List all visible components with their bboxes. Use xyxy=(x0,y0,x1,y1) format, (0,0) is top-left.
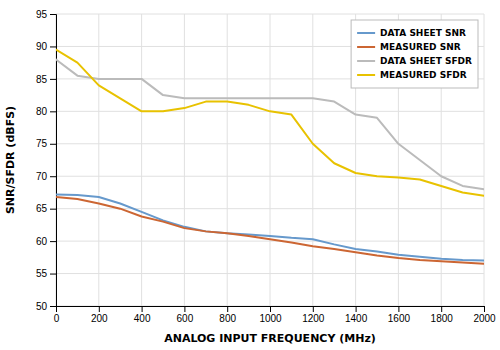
tick-mark xyxy=(50,306,56,307)
tick-mark xyxy=(313,306,314,312)
tick-mark xyxy=(398,306,399,312)
grid-line-x xyxy=(141,14,142,306)
tick: 1800 xyxy=(431,306,454,324)
tick: 60 xyxy=(36,236,56,247)
y-axis-title: SNR/SFDR (dBFS) xyxy=(4,106,17,214)
legend-label: MEASURED SFDR xyxy=(380,70,467,80)
tick-mark xyxy=(356,306,357,312)
grid xyxy=(56,14,484,306)
tick-mark xyxy=(50,79,56,80)
tick-mark xyxy=(50,209,56,210)
tick-label: 50 xyxy=(36,301,48,312)
tick-label: 800 xyxy=(219,313,236,324)
legend-swatch xyxy=(357,60,375,62)
tick-label: 70 xyxy=(36,171,48,182)
tick-mark xyxy=(184,306,185,312)
y-axis: 50 55 60 65 70 75 80 85 90 95 xyxy=(36,9,57,312)
tick-label: 80 xyxy=(36,106,48,117)
tick-label: 0 xyxy=(54,313,60,324)
tick: 200 xyxy=(91,306,108,324)
series-line xyxy=(56,59,484,189)
legend-label: DATA SHEET SFDR xyxy=(380,56,472,66)
tick-mark xyxy=(50,14,56,15)
legend-swatch xyxy=(357,46,375,48)
tick-label: 1600 xyxy=(388,313,411,324)
tick-mark xyxy=(270,306,271,312)
tick: 55 xyxy=(36,268,56,279)
tick: 95 xyxy=(36,9,56,20)
tick-label: 75 xyxy=(36,138,48,149)
legend-label: DATA SHEET SNR xyxy=(380,28,466,38)
tick-mark xyxy=(50,274,56,275)
tick-label: 90 xyxy=(36,41,48,52)
tick: 0 xyxy=(54,306,60,324)
tick: 70 xyxy=(36,171,56,182)
tick-mark xyxy=(484,306,485,312)
tick-label: 55 xyxy=(36,268,48,279)
tick-label: 1400 xyxy=(345,313,368,324)
x-axis: 0 200 400 600 800 1000 1200 1400 1600 1800 2000 xyxy=(54,306,496,324)
tick: 2000 xyxy=(473,306,496,324)
tick-mark xyxy=(50,241,56,242)
tick: 1400 xyxy=(345,306,368,324)
legend-swatch xyxy=(357,32,375,34)
grid-line-y xyxy=(56,273,484,274)
tick-mark xyxy=(50,46,56,47)
tick: 1200 xyxy=(302,306,325,324)
grid-line-y xyxy=(56,176,484,177)
tick: 400 xyxy=(134,306,151,324)
tick: 90 xyxy=(36,41,56,52)
tick: 600 xyxy=(177,306,194,324)
tick-mark xyxy=(142,306,143,312)
chart: 0200400600800100012001400160018002000505… xyxy=(0,0,500,350)
tick: 75 xyxy=(36,138,56,149)
legend: DATA SHEET SNR MEASURED SNR DATA SHEET SFD… xyxy=(351,20,478,88)
tick-mark xyxy=(50,111,56,112)
series-line xyxy=(56,197,484,264)
grid-line-x xyxy=(184,14,185,306)
tick-mark xyxy=(99,306,100,312)
tick-label: 65 xyxy=(36,203,48,214)
grid-line-y xyxy=(56,14,484,15)
legend-swatch xyxy=(357,74,375,76)
tick-label: 200 xyxy=(91,313,108,324)
tick: 50 xyxy=(36,301,56,312)
axis-domain xyxy=(57,307,485,313)
grid-line-x xyxy=(227,14,228,306)
grid-line-x xyxy=(312,14,313,306)
x-axis-title: ANALOG INPUT FREQUENCY (MHz) xyxy=(164,332,376,345)
tick-label: 1000 xyxy=(259,313,282,324)
tick: 80 xyxy=(36,106,56,117)
series-line xyxy=(56,50,484,196)
tick-mark xyxy=(441,306,442,312)
tick-label: 1800 xyxy=(431,313,454,324)
grid-line-x xyxy=(484,14,485,306)
tick-label: 95 xyxy=(36,9,48,20)
grid-line-x xyxy=(270,14,271,306)
tick-mark xyxy=(227,306,228,312)
tick: 800 xyxy=(219,306,236,324)
grid-line-y xyxy=(56,143,484,144)
tick-label: 600 xyxy=(177,313,194,324)
tick: 1000 xyxy=(259,306,282,324)
tick-label: 1200 xyxy=(302,313,325,324)
tick-mark xyxy=(50,176,56,177)
grid-line-x xyxy=(98,14,99,306)
plot-area: 0200400600800100012001400160018002000505… xyxy=(36,9,496,324)
axis-domain xyxy=(50,15,57,307)
tick-label: 85 xyxy=(36,74,48,85)
tick-mark xyxy=(50,144,56,145)
tick-label: 2000 xyxy=(473,313,496,324)
grid-line-y xyxy=(56,241,484,242)
tick-label: 60 xyxy=(36,236,48,247)
legend-label: MEASURED SNR xyxy=(380,42,461,52)
tick-label: 400 xyxy=(134,313,151,324)
legend-box xyxy=(351,20,478,88)
tick: 85 xyxy=(36,74,56,85)
series-line xyxy=(56,194,484,260)
tick: 1600 xyxy=(388,306,411,324)
tick: 65 xyxy=(36,203,56,214)
